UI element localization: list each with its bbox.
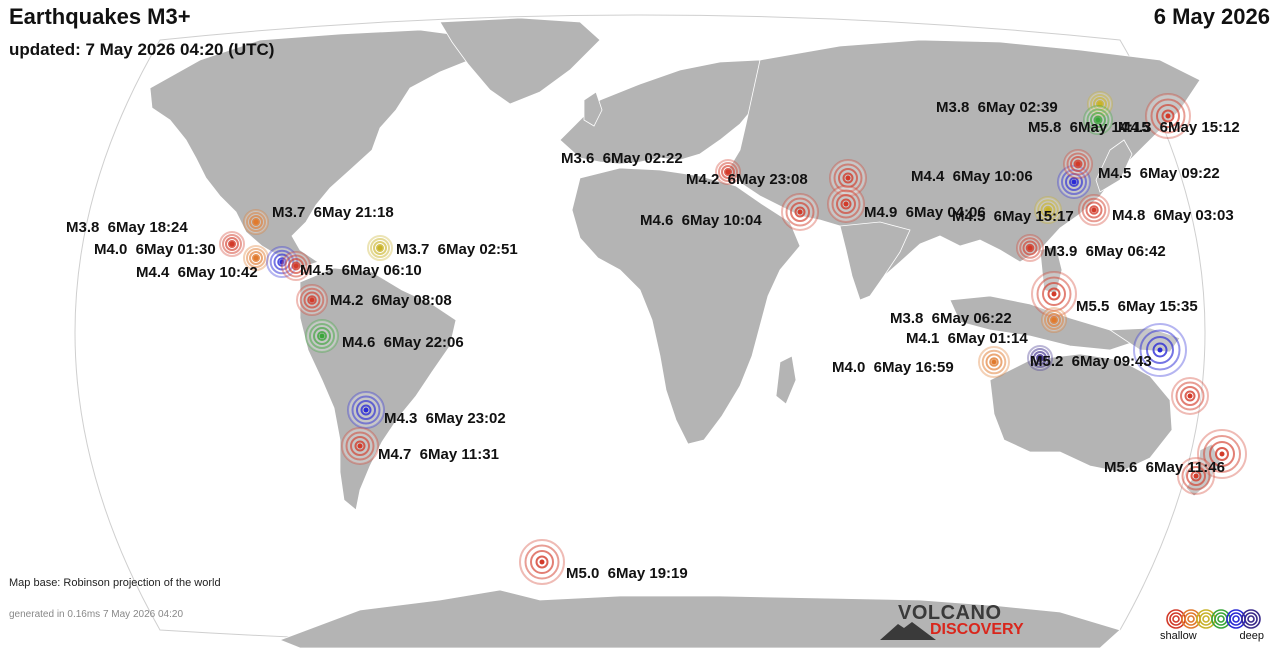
date-heading: 6 May 2026 — [1153, 4, 1270, 29]
earthquake-marker[interactable] — [715, 159, 741, 185]
logo-line-1: VOLCANO — [898, 602, 1002, 624]
earthquake-label: M4.0 6May 01:30 — [94, 241, 216, 258]
earthquake-marker[interactable] — [978, 346, 1010, 378]
india — [839, 221, 911, 301]
earthquake-marker[interactable] — [281, 251, 311, 281]
earthquake-marker[interactable] — [305, 319, 339, 353]
legend-depth-ring — [1169, 612, 1183, 626]
depth-legend: shallow deep — [1160, 608, 1272, 648]
africa — [571, 167, 801, 445]
earthquake-label: M4.6 6May 10:04 — [640, 212, 762, 229]
legend-depth-ring — [1232, 615, 1240, 623]
earthquake-label: M3.7 6May 21:18 — [272, 204, 394, 221]
earthquake-marker[interactable] — [1177, 457, 1215, 495]
legend-deep-label: deep — [1239, 630, 1264, 642]
earthquake-label: M4.9 6May 04:06 — [864, 204, 986, 221]
earthquake-label: M4.5 6May 09:22 — [1098, 165, 1220, 182]
depth-legend-swatches — [1166, 609, 1261, 629]
british-isles — [583, 91, 603, 127]
earthquake-marker[interactable] — [367, 235, 393, 261]
updated-timestamp: updated: 7 May 2026 04:20 (UTC) — [9, 40, 275, 59]
map-base-note: Map base: Robinson projection of the wor… — [9, 577, 221, 589]
logo-line-2: DISCOVERY — [930, 621, 1024, 638]
earthquake-marker[interactable] — [243, 209, 269, 235]
earthquake-label: M3.8 6May 18:24 — [66, 219, 188, 236]
earthquake-marker[interactable] — [1027, 345, 1053, 371]
earthquake-label: M3.8 6May 02:39 — [936, 99, 1058, 116]
legend-depth-ring — [1217, 615, 1225, 623]
legend-depth-ring — [1187, 615, 1195, 623]
earthquake-label: M3.8 6May 06:22 — [890, 310, 1012, 327]
earthquake-label: M4.4 6May 10:06 — [911, 168, 1033, 185]
earthquake-marker[interactable] — [341, 427, 379, 465]
legend-depth-ring — [1247, 615, 1255, 623]
earthquake-marker[interactable] — [1133, 323, 1187, 377]
madagascar — [775, 355, 797, 405]
legend-depth-ring — [1172, 615, 1180, 623]
earthquake-marker[interactable] — [243, 245, 269, 271]
earthquake-label: M3.7 6May 02:51 — [396, 241, 518, 258]
earthquake-marker[interactable] — [1083, 105, 1113, 135]
earthquake-label: M3.6 6May 02:22 — [561, 150, 683, 167]
legend-shallow-label: shallow — [1160, 630, 1197, 642]
legend-depth-ring — [1184, 612, 1198, 626]
legend-depth-ring — [1241, 609, 1261, 629]
earthquake-label: M5.0 6May 19:19 — [566, 565, 688, 582]
earthquake-label: M4.8 6May 03:03 — [1112, 207, 1234, 224]
earthquake-label: M4.7 6May 11:31 — [378, 446, 499, 463]
earthquake-marker[interactable] — [1063, 149, 1093, 179]
legend-depth-ring — [1199, 612, 1213, 626]
earthquake-label: M4.4 6May 10:42 — [136, 264, 258, 281]
earthquake-marker[interactable] — [1171, 377, 1209, 415]
earthquake-marker[interactable] — [1145, 93, 1191, 139]
earthquake-label: M5.8 6May 14:15 — [1028, 119, 1150, 136]
earthquake-label: M4.2 6May 08:08 — [330, 292, 452, 309]
volcano-icon — [880, 622, 936, 640]
earthquake-label: M5.6 6May 11:46 — [1104, 459, 1225, 476]
earthquake-label: M3.9 6May 06:42 — [1044, 243, 1166, 260]
earthquake-label: M5.5 6May 15:35 — [1076, 298, 1198, 315]
earthquake-label: M5.2 6May 09:43 — [1030, 353, 1152, 370]
philippines — [1039, 245, 1063, 295]
australia — [989, 353, 1173, 473]
earthquake-marker[interactable] — [519, 539, 565, 585]
japan — [1095, 139, 1133, 193]
earthquake-label: M4.5 6May 06:10 — [300, 262, 422, 279]
legend-depth-ring — [1229, 612, 1243, 626]
earthquake-label: M4.0 6May 16:59 — [832, 359, 954, 376]
europe — [559, 59, 761, 165]
earthquake-marker[interactable] — [827, 185, 865, 223]
earthquake-label: M4.3 6May 15:12 — [1118, 119, 1240, 136]
earthquake-marker[interactable] — [1016, 234, 1044, 262]
south-america — [299, 267, 457, 511]
earthquake-marker[interactable] — [1034, 196, 1062, 224]
legend-depth-ring — [1202, 615, 1210, 623]
earthquake-label: M4.6 6May 22:06 — [342, 334, 464, 351]
earthquake-marker[interactable] — [347, 391, 385, 429]
earthquake-label: M4.3 6May 23:02 — [384, 410, 506, 427]
legend-depth-ring — [1214, 612, 1228, 626]
earthquake-label: M4.1 6May 01:14 — [906, 330, 1028, 347]
earthquake-marker[interactable] — [1078, 194, 1110, 226]
new-guinea — [1108, 327, 1181, 353]
generated-note: generated in 0.16ms 7 May 2026 04:20 — [9, 609, 184, 620]
legend-depth-ring — [1244, 612, 1258, 626]
greenland — [439, 17, 601, 105]
volcano-discovery-logo: VOLCANO DISCOVERY — [880, 602, 1040, 642]
earthquake-marker[interactable] — [781, 193, 819, 231]
earthquake-marker[interactable] — [219, 231, 245, 257]
page-title: Earthquakes M3+ — [9, 4, 191, 29]
earthquake-label: M4.2 6May 23:08 — [686, 171, 808, 188]
earthquake-label: M4.5 6May 15:17 — [952, 208, 1074, 225]
earthquake-marker[interactable] — [1041, 307, 1067, 333]
earthquake-marker[interactable] — [296, 284, 328, 316]
earthquake-marker[interactable] — [1197, 429, 1247, 479]
